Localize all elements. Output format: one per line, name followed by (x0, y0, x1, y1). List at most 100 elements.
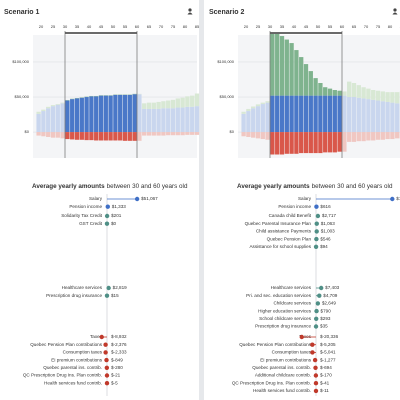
row-value: $-170 (320, 373, 332, 378)
row-dot (310, 350, 315, 355)
row-label: Prescription drug insurance (255, 324, 311, 329)
row-label: Consumption taxes (272, 350, 312, 355)
bar (89, 132, 94, 141)
bar (194, 132, 200, 135)
bar (395, 132, 400, 139)
bar (303, 95, 309, 133)
row-dot (313, 244, 319, 249)
bar (356, 85, 361, 98)
bar (255, 132, 261, 139)
bar (375, 132, 381, 140)
bar (74, 98, 80, 133)
bar (161, 101, 166, 109)
row-dot (105, 204, 110, 209)
row-label: Healthcare services (271, 285, 312, 290)
bar (175, 98, 180, 108)
row-dot (390, 196, 395, 202)
bar (251, 132, 256, 138)
bar (190, 132, 195, 135)
bar (180, 132, 185, 136)
bar (246, 132, 251, 137)
bar (103, 132, 108, 141)
bar (289, 43, 294, 96)
user-icon (393, 8, 397, 12)
bar (185, 132, 190, 135)
user-icon-body (392, 12, 398, 15)
row-dot (104, 365, 110, 370)
bar (36, 132, 41, 136)
y-tick-label: $100,000 (217, 59, 234, 64)
x-tick-label: 60 (340, 24, 345, 29)
x-tick-label: 50 (111, 24, 116, 29)
bar (146, 132, 152, 136)
bar (366, 99, 371, 133)
summary-heading: Average yearly amounts between 30 and 60 … (237, 183, 393, 190)
bar (142, 108, 147, 133)
bar (36, 113, 41, 133)
bar (351, 97, 357, 133)
row-value: $546 (320, 236, 331, 241)
row-label: GST Credit (79, 221, 103, 226)
row-label: Quebec Pension Plan contributions (30, 342, 102, 347)
bar (113, 94, 118, 133)
row-value: $-21 (111, 373, 121, 378)
bar (265, 101, 270, 103)
bar (260, 132, 265, 140)
bar (351, 132, 357, 142)
bar (151, 108, 156, 133)
bar (74, 132, 80, 140)
bar (390, 132, 395, 140)
bar (241, 132, 246, 137)
bar (156, 132, 161, 136)
row-value: $-694 (320, 365, 332, 370)
bar (275, 132, 280, 155)
row-label: School childcare services (259, 316, 312, 321)
summary-heading: Average yearly amounts between 30 and 60 … (32, 183, 188, 190)
row-value: $-280 (111, 365, 123, 370)
y-tick-label: $0 (230, 129, 235, 134)
bar (36, 111, 41, 114)
x-tick-label: 30 (63, 24, 68, 29)
row-value: $-20,336 (320, 334, 339, 339)
row-dot (104, 221, 110, 226)
bar (122, 94, 128, 133)
bar (137, 132, 142, 141)
x-tick-label: 35 (280, 24, 285, 29)
bar (390, 102, 395, 133)
row-label: Health services fund contrib. (44, 380, 102, 385)
row-label: Salary (298, 196, 312, 201)
row-value: $-2,333 (111, 350, 127, 355)
row-label: Assistance for school supplies (249, 244, 311, 249)
x-tick-label: 70 (159, 24, 164, 29)
row-dot (312, 357, 318, 363)
x-tick-label: 20 (39, 24, 44, 29)
bar (166, 108, 171, 133)
bar (175, 132, 180, 136)
bar (70, 99, 75, 133)
bar (142, 132, 147, 136)
bar (142, 103, 147, 109)
bar (194, 93, 200, 107)
bar (318, 132, 323, 154)
row-dot (313, 365, 318, 370)
x-tick-label: 45 (99, 24, 104, 29)
panel-title: Scenario 2 (209, 9, 245, 16)
bar (50, 106, 56, 133)
bar (332, 132, 337, 153)
y-tick-label: $0 (25, 129, 30, 134)
x-tick-label: 55 (123, 24, 128, 29)
x-tick-label: 75 (171, 24, 176, 29)
bar (332, 95, 337, 133)
row-dot (104, 213, 110, 219)
bar (323, 132, 328, 153)
x-tick-label: 65 (352, 24, 357, 29)
row-value: $35 (320, 324, 328, 329)
panel-title: Scenario 1 (4, 9, 40, 16)
row-value: $-849 (111, 357, 123, 362)
row-value: $-41 (320, 380, 330, 385)
row-dot (313, 324, 319, 329)
bar (41, 109, 46, 112)
summary-heading-rest: between 30 and 60 years old (107, 183, 188, 190)
bar (118, 132, 123, 141)
bar (284, 39, 289, 96)
